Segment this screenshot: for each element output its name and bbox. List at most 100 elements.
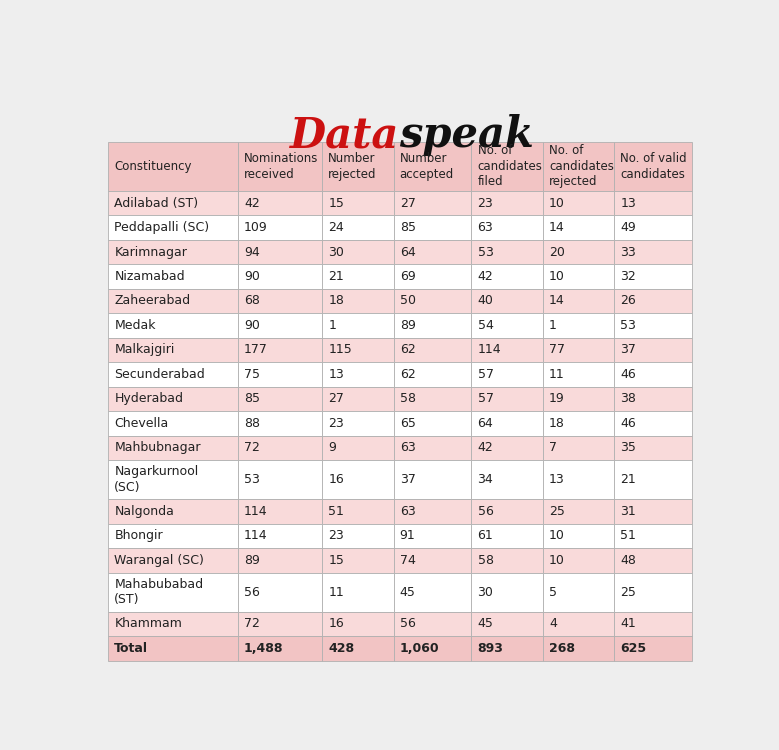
Bar [108, 499, 238, 523]
Bar [471, 191, 543, 215]
Text: 109: 109 [244, 221, 268, 234]
Bar [238, 460, 323, 499]
Text: 21: 21 [328, 270, 344, 283]
Text: 114: 114 [478, 344, 501, 356]
Bar [323, 314, 393, 338]
Text: Hyderabad: Hyderabad [115, 392, 183, 405]
Text: 21: 21 [620, 473, 636, 486]
Bar [471, 499, 543, 523]
Bar [543, 191, 614, 215]
Bar [471, 436, 543, 460]
Bar [614, 264, 692, 289]
Bar [393, 215, 471, 240]
Text: 45: 45 [478, 617, 493, 631]
Text: 114: 114 [244, 505, 268, 518]
Text: 49: 49 [620, 221, 636, 234]
Bar [471, 215, 543, 240]
Bar [471, 240, 543, 264]
Text: 64: 64 [478, 417, 493, 430]
Text: Karimnagar: Karimnagar [115, 245, 187, 259]
Bar [238, 411, 323, 436]
Text: 63: 63 [478, 221, 493, 234]
Bar [614, 191, 692, 215]
Text: 30: 30 [478, 586, 493, 598]
Text: 91: 91 [400, 530, 415, 542]
Bar [108, 289, 238, 314]
Bar [614, 636, 692, 661]
Text: 42: 42 [244, 196, 259, 210]
Bar [393, 411, 471, 436]
Bar [323, 240, 393, 264]
Text: 40: 40 [478, 295, 493, 307]
Bar [238, 386, 323, 411]
Text: 11: 11 [328, 586, 344, 598]
Bar [393, 460, 471, 499]
Text: Nizamabad: Nizamabad [115, 270, 185, 283]
Text: 45: 45 [400, 586, 415, 598]
Bar [108, 240, 238, 264]
Text: 1: 1 [549, 319, 557, 332]
Bar [323, 572, 393, 612]
Bar [108, 142, 238, 191]
Bar [323, 191, 393, 215]
Bar [393, 636, 471, 661]
Text: 57: 57 [478, 392, 494, 405]
Text: 26: 26 [620, 295, 636, 307]
Bar [238, 524, 323, 548]
Bar [108, 215, 238, 240]
Bar [393, 572, 471, 612]
Bar [323, 386, 393, 411]
Text: Medak: Medak [115, 319, 156, 332]
Text: Mahabubabad
(ST): Mahabubabad (ST) [115, 578, 203, 606]
Text: 53: 53 [478, 245, 493, 259]
Text: 65: 65 [400, 417, 415, 430]
Bar [393, 314, 471, 338]
Bar [108, 636, 238, 661]
Text: 50: 50 [400, 295, 416, 307]
Bar [543, 636, 614, 661]
Text: 51: 51 [328, 505, 344, 518]
Text: Nominations
received: Nominations received [244, 152, 319, 181]
Text: 18: 18 [328, 295, 344, 307]
Bar [614, 386, 692, 411]
Bar [614, 572, 692, 612]
Bar [108, 264, 238, 289]
Text: 27: 27 [400, 196, 415, 210]
Bar [323, 636, 393, 661]
Text: 72: 72 [244, 441, 260, 454]
Bar [543, 362, 614, 386]
Text: 63: 63 [400, 505, 415, 518]
Text: 23: 23 [478, 196, 493, 210]
Text: 1,488: 1,488 [244, 642, 284, 655]
Bar [471, 572, 543, 612]
Bar [323, 338, 393, 362]
Bar [543, 436, 614, 460]
Bar [238, 289, 323, 314]
Bar [238, 215, 323, 240]
Bar [108, 314, 238, 338]
Text: 56: 56 [244, 586, 260, 598]
Text: 90: 90 [244, 319, 260, 332]
Text: 89: 89 [400, 319, 415, 332]
Bar [238, 338, 323, 362]
Bar [471, 612, 543, 636]
Text: 14: 14 [549, 221, 565, 234]
Text: 54: 54 [478, 319, 493, 332]
Bar [543, 411, 614, 436]
Text: 56: 56 [400, 617, 415, 631]
Bar [614, 411, 692, 436]
Bar [614, 460, 692, 499]
Text: 1: 1 [328, 319, 337, 332]
Bar [543, 215, 614, 240]
Text: Nalgonda: Nalgonda [115, 505, 174, 518]
Bar [323, 142, 393, 191]
Text: Number
accepted: Number accepted [400, 152, 454, 181]
Bar [393, 548, 471, 572]
Text: 23: 23 [328, 530, 344, 542]
Text: Peddapalli (SC): Peddapalli (SC) [115, 221, 210, 234]
Bar [108, 524, 238, 548]
Text: 77: 77 [549, 344, 565, 356]
Bar [614, 499, 692, 523]
Text: 15: 15 [328, 196, 344, 210]
Text: 10: 10 [549, 554, 565, 567]
